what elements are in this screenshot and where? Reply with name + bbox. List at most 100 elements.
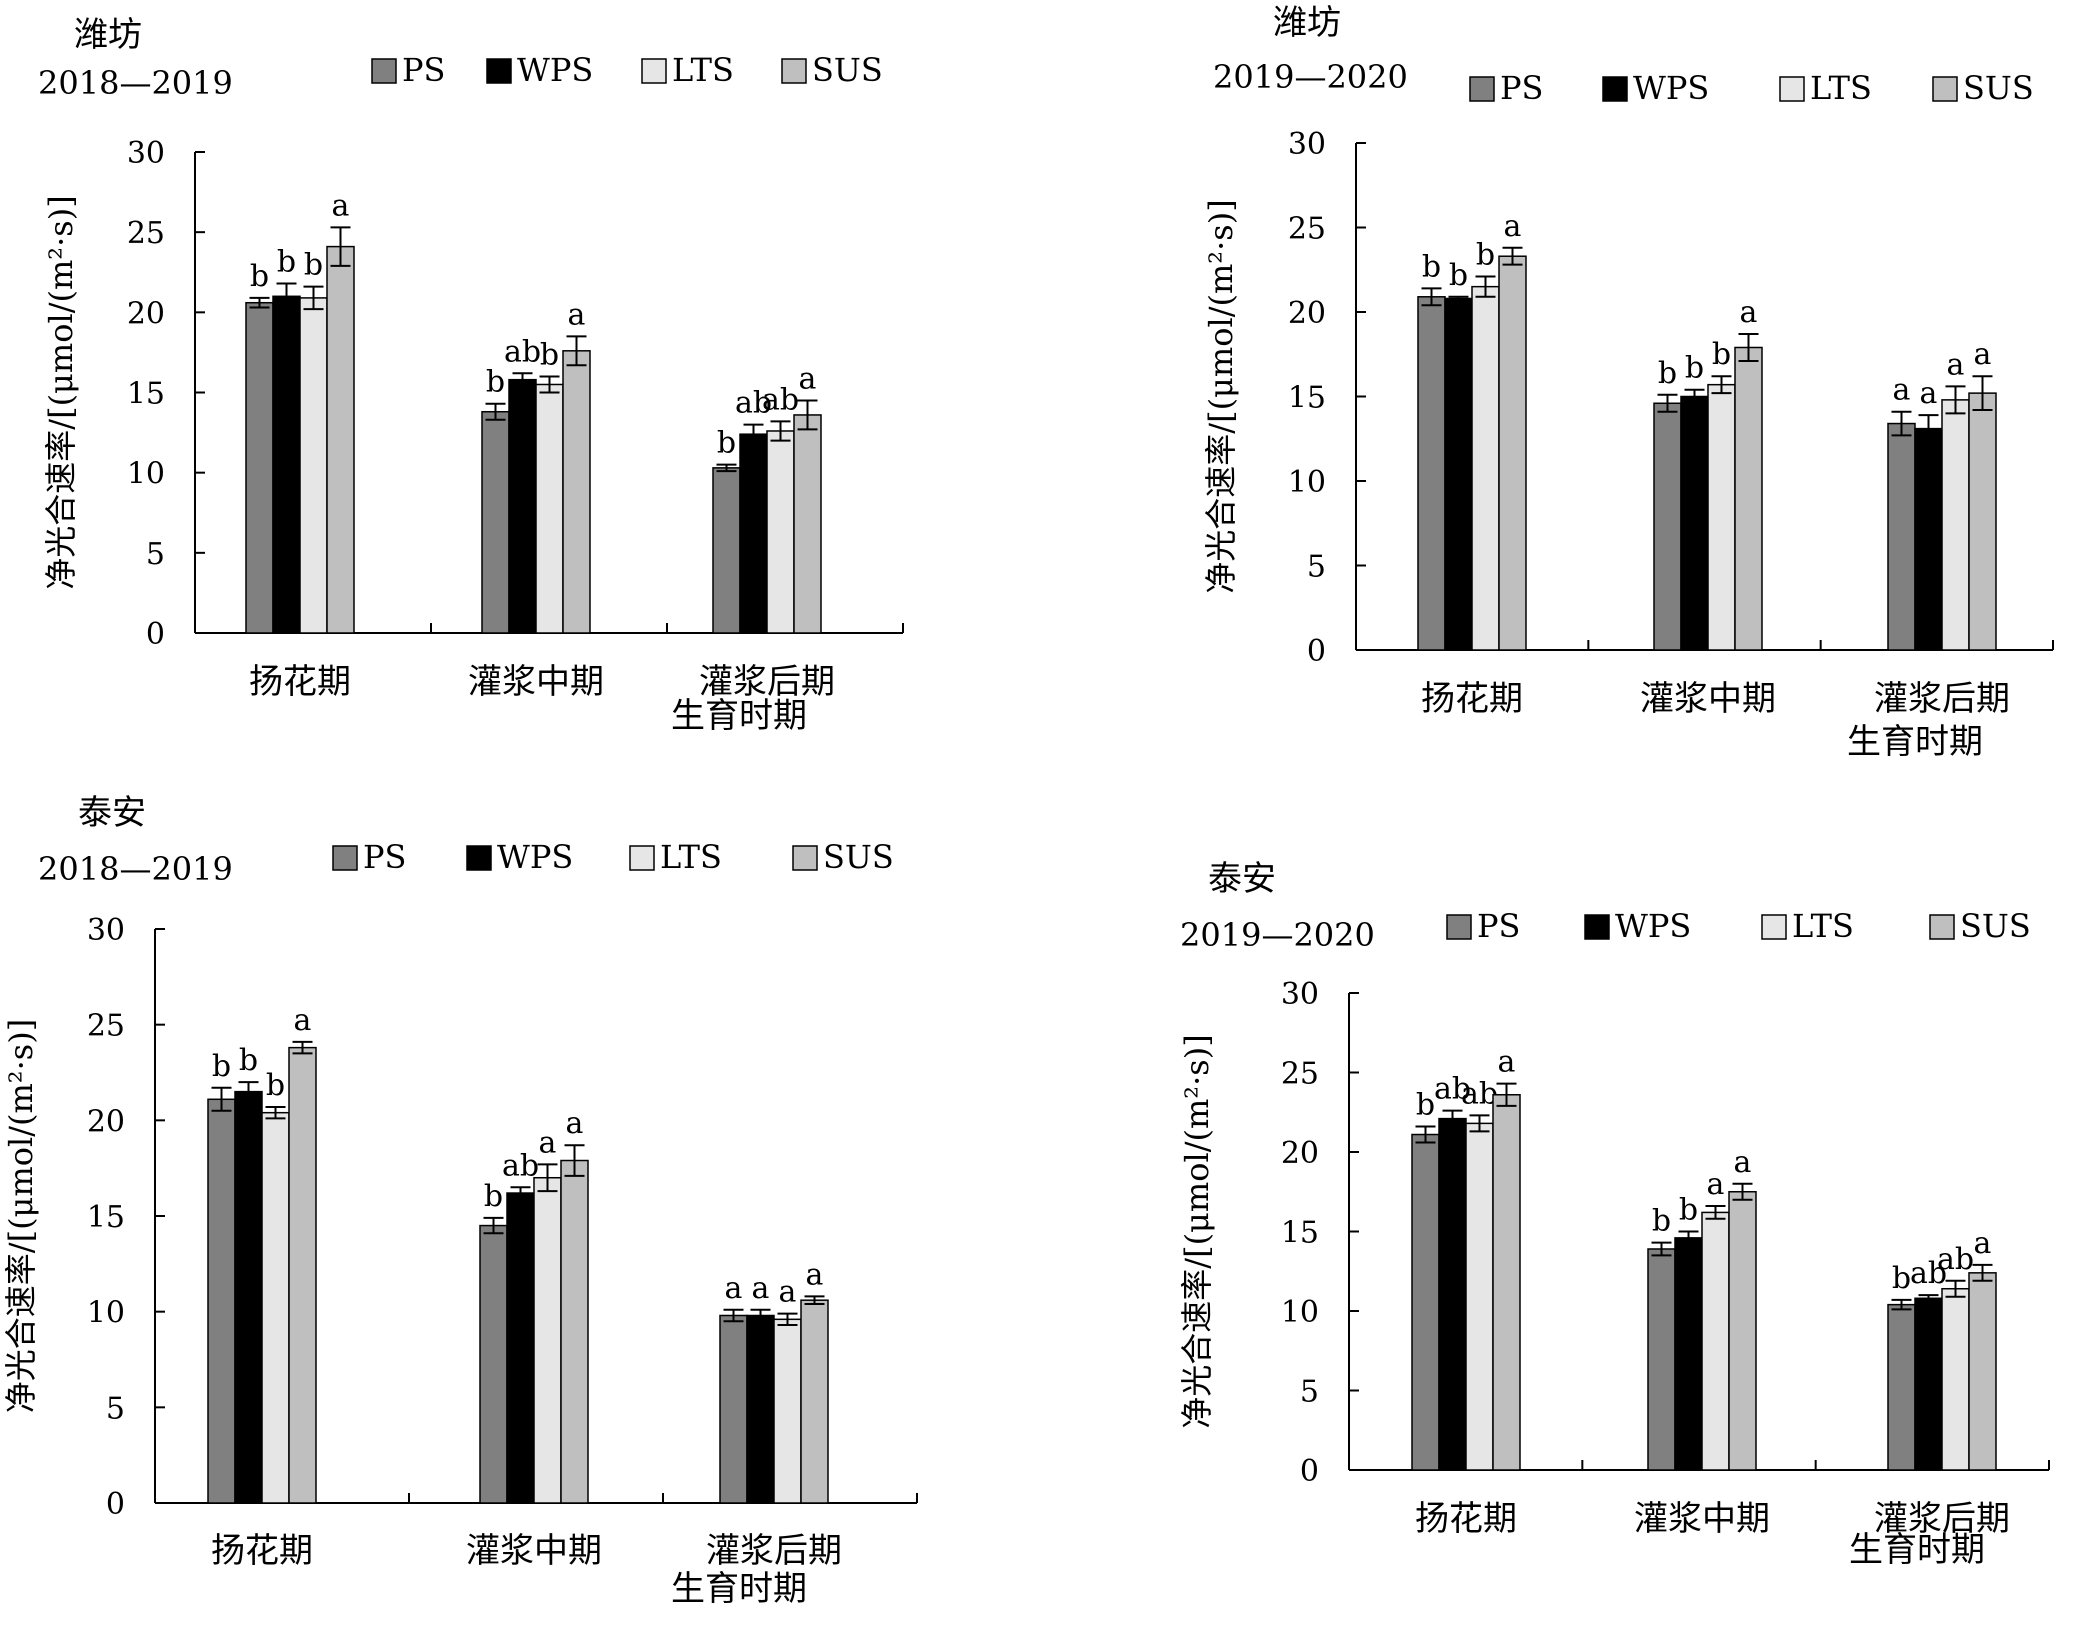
chart-4-bar-wps-2	[1674, 1237, 1703, 1471]
chart-3-legend-label-wps: WPS	[497, 838, 573, 876]
chart-1-category-label: 扬花期	[249, 662, 351, 702]
chart-4-category-label: 扬花期	[1415, 1499, 1517, 1539]
chart-4-bar-wps-3	[1914, 1297, 1943, 1471]
chart-2-bar-wps-2	[1680, 395, 1709, 651]
chart-2-category-label: 灌浆后期	[1874, 679, 2010, 719]
chart-4-legend-label-wps: WPS	[1615, 907, 1691, 945]
chart-1-category-label: 灌浆中期	[468, 662, 604, 702]
chart-1-legend-label-lts: LTS	[672, 51, 734, 89]
chart-2-bar-sus-3	[1968, 392, 1997, 651]
chart-4-y-tick-label: 25	[1281, 1057, 1319, 1092]
chart-2-bar-lts-2	[1707, 383, 1736, 651]
chart-3-significance-letter: ab	[502, 1148, 539, 1183]
chart-3-category-label: 扬花期	[211, 1531, 313, 1571]
chart-3-bar-sus-2	[560, 1159, 589, 1504]
chart-1-bar-ps-3	[712, 467, 741, 634]
chart-4-legend-swatch-wps	[1584, 914, 1610, 940]
chart-1-legend-swatch-wps	[486, 58, 512, 84]
chart-1-y-tick-label: 15	[127, 377, 165, 412]
chart-3-bar-sus-1	[288, 1046, 317, 1504]
chart-2-location-label: 潍坊	[1273, 3, 1341, 43]
chart-2-bar-sus-2	[1734, 346, 1763, 651]
chart-4-bar-lts-1	[1465, 1122, 1494, 1471]
chart-1-y-axis-label: 净光合速率/[(μmol/(m²·s)]	[42, 195, 80, 589]
chart-4-y-tick-label: 15	[1281, 1216, 1319, 1251]
chart-2-significance-letter: b	[1685, 351, 1704, 386]
chart-4-bar-ps-2	[1647, 1248, 1676, 1471]
chart-2-category-label: 灌浆中期	[1640, 679, 1776, 719]
chart-1-significance-letter: ab	[504, 334, 541, 369]
chart-1-bar-sus-3	[793, 414, 822, 634]
chart-3-bar-wps-2	[506, 1192, 535, 1504]
chart-4-significance-letter: b	[1652, 1204, 1671, 1239]
chart-3-bar-wps-1	[234, 1090, 263, 1504]
chart-1-bar-lts-2	[535, 383, 564, 634]
chart-2-y-tick-label: 15	[1288, 381, 1326, 416]
chart-1-legend-label-ps: PS	[402, 51, 445, 89]
chart-4-significance-letter: a	[1707, 1167, 1725, 1202]
chart-2-legend-swatch-sus	[1932, 76, 1958, 102]
chart-4-x-axis-label: 生育时期	[1849, 1530, 1985, 1570]
chart-3-legend-label-sus: SUS	[823, 838, 894, 876]
chart-2-significance-letter: a	[1504, 209, 1522, 244]
chart-4-significance-letter: ab	[1434, 1072, 1471, 1107]
chart-1-x-axis-label: 生育时期	[671, 696, 807, 736]
chart-4-bar-lts-3	[1941, 1287, 1970, 1471]
chart-3-y-tick-label: 10	[87, 1296, 125, 1331]
chart-2-y-axis-label: 净光合速率/[(μmol/(m²·s)]	[1202, 199, 1240, 593]
chart-1-bar-lts-1	[299, 297, 328, 634]
chart-3-bar-lts-2	[533, 1176, 562, 1504]
chart-1-category-label: 灌浆后期	[699, 662, 835, 702]
chart-2-significance-letter: a	[1974, 337, 1992, 372]
chart-1-significance-letter: ab	[735, 386, 772, 421]
chart-4-y-tick-label: 30	[1281, 977, 1319, 1012]
chart-2-legend-label-wps: WPS	[1633, 69, 1709, 107]
chart-3-bar-lts-1	[261, 1111, 290, 1504]
chart-2-significance-letter: a	[1740, 295, 1758, 330]
chart-3-category-label: 灌浆后期	[706, 1531, 842, 1571]
chart-1-y-tick-label: 20	[127, 296, 165, 331]
chart-4-significance-letter: ab	[1910, 1256, 1947, 1291]
chart-4-y-axis-label: 净光合速率/[(μmol/(m²·s)]	[1178, 1034, 1216, 1428]
chart-3-significance-letter: b	[266, 1068, 285, 1103]
chart-3-x-axis-label: 生育时期	[671, 1569, 807, 1609]
chart-2-category-label: 扬花期	[1421, 679, 1523, 719]
chart-3-significance-letter: b	[239, 1043, 258, 1078]
chart-3-y-axis-label: 净光合速率/[(μmol/(m²·s)]	[2, 1019, 40, 1413]
chart-4-legend-label-lts: LTS	[1792, 907, 1854, 945]
chart-4-significance-letter: a	[1498, 1045, 1516, 1080]
chart-4-legend-label-sus: SUS	[1960, 907, 2031, 945]
chart-4-location-label: 泰安	[1208, 859, 1276, 899]
chart-3-y-tick-label: 5	[106, 1391, 125, 1426]
chart-2-significance-letter: b	[1476, 238, 1495, 273]
chart-2-bar-sus-1	[1498, 255, 1527, 651]
chart-4-bar-sus-1	[1492, 1094, 1521, 1471]
chart-3-significance-letter: a	[566, 1106, 584, 1141]
chart-2-bar-ps-3	[1887, 422, 1916, 651]
chart-2-bar-ps-1	[1417, 296, 1446, 651]
chart-3-legend-swatch-wps	[466, 845, 492, 871]
chart-4-significance-letter: b	[1416, 1088, 1435, 1123]
chart-4-bar-sus-3	[1968, 1272, 1997, 1471]
chart-1-bar-ps-1	[245, 301, 274, 634]
chart-1-bar-sus-2	[562, 350, 591, 634]
chart-2-significance-letter: b	[1449, 258, 1468, 293]
chart-4-significance-letter: b	[1679, 1193, 1698, 1228]
chart-2-year-label: 2019—2020	[1213, 58, 1408, 96]
chart-2-legend-swatch-wps	[1602, 76, 1628, 102]
chart-3-significance-letter: a	[806, 1257, 824, 1292]
chart-1-significance-letter: b	[717, 426, 736, 461]
chart-1-significance-letter: a	[332, 188, 350, 223]
chart-1-legend-swatch-sus	[781, 58, 807, 84]
chart-3-significance-letter: a	[725, 1271, 743, 1306]
chart-4-legend-swatch-lts	[1761, 914, 1787, 940]
chart-1-year-label: 2018—2019	[38, 64, 233, 102]
chart-3-legend-label-lts: LTS	[660, 838, 722, 876]
chart-3-legend-swatch-sus	[792, 845, 818, 871]
chart-3-y-tick-label: 0	[106, 1487, 125, 1522]
chart-1-significance-letter: b	[277, 244, 296, 279]
chart-2-y-tick-label: 5	[1307, 550, 1326, 585]
chart-4-y-tick-label: 0	[1300, 1454, 1319, 1489]
chart-2-legend-label-sus: SUS	[1963, 69, 2034, 107]
